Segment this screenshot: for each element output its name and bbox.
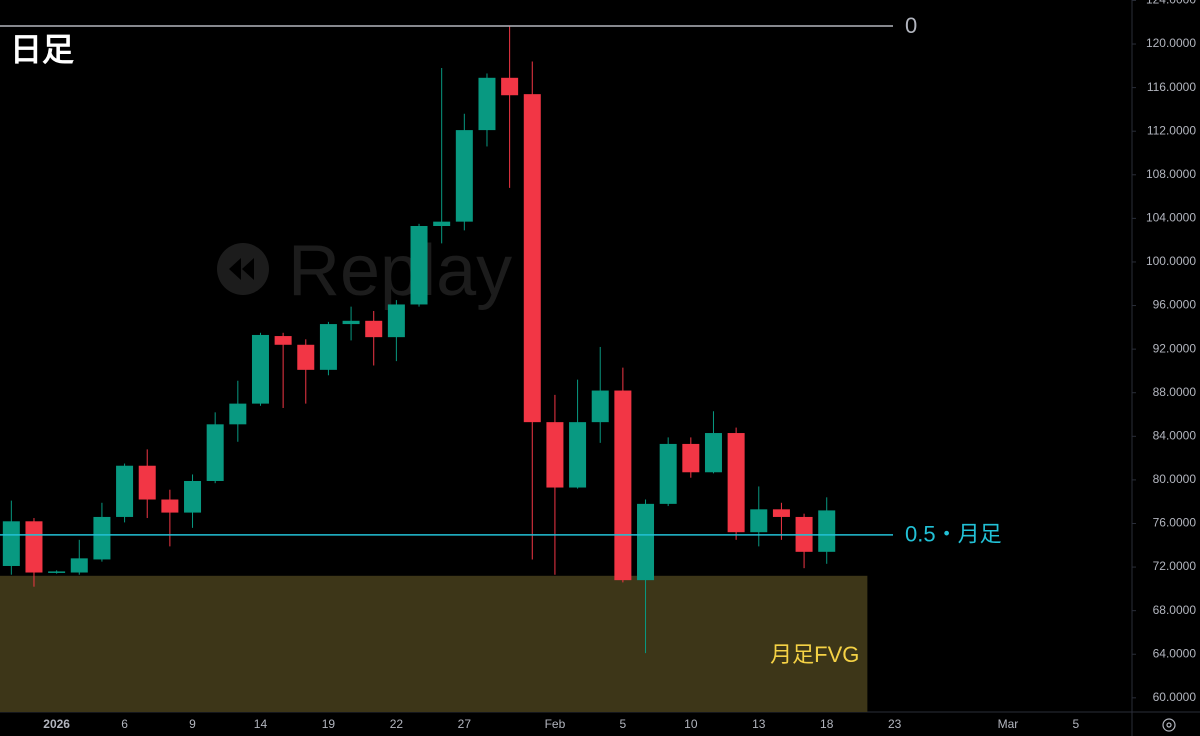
candle-body <box>70 558 88 573</box>
candle-body <box>433 221 451 227</box>
y-tick-label: 68.0000 <box>1153 603 1197 617</box>
y-tick-label: 112.0000 <box>1147 123 1196 137</box>
candle-body <box>116 465 134 517</box>
candle-body <box>297 344 315 370</box>
y-tick-label: 116.0000 <box>1147 80 1196 94</box>
x-tick-label: Feb <box>545 717 566 731</box>
x-tick-label: 10 <box>684 717 698 731</box>
candle-body <box>704 433 722 473</box>
candle-body <box>410 226 428 305</box>
level-label: 0 <box>905 13 917 38</box>
y-tick-label: 84.0000 <box>1153 428 1197 442</box>
candle-body <box>591 390 609 423</box>
y-tick-label: 76.0000 <box>1153 516 1197 530</box>
level-label: 0.5・月足 <box>905 522 1002 547</box>
candle-body <box>93 516 111 560</box>
candle-body <box>184 480 202 513</box>
y-tick-label: 60.0000 <box>1153 690 1197 704</box>
x-tick-label: 22 <box>390 717 404 731</box>
x-tick-label: 2026 <box>43 717 70 731</box>
candle-body <box>659 443 677 504</box>
fvg-label: 月足FVG <box>770 642 859 667</box>
candle-body <box>682 443 700 473</box>
y-tick-label: 100.0000 <box>1146 254 1196 268</box>
candle-body <box>455 130 473 222</box>
candle-body <box>818 510 836 552</box>
candle-body <box>206 424 224 481</box>
y-tick-label: 120.0000 <box>1146 36 1196 50</box>
candle-body <box>25 521 43 573</box>
candle-body <box>523 94 541 423</box>
candle-body <box>637 503 655 581</box>
x-tick-label: 14 <box>254 717 268 731</box>
y-tick-label: 80.0000 <box>1153 472 1197 486</box>
chart-title: 日足 <box>10 31 74 67</box>
y-tick-label: 104.0000 <box>1146 211 1196 225</box>
candle-body <box>387 304 405 338</box>
y-tick-label: 72.0000 <box>1153 559 1197 573</box>
candle-body <box>229 403 247 425</box>
x-tick-label: 19 <box>322 717 336 731</box>
x-tick-label: 27 <box>458 717 472 731</box>
y-tick-label: 108.0000 <box>1146 167 1196 181</box>
x-tick-label: Mar <box>998 717 1019 731</box>
candle-body <box>750 509 768 533</box>
candle-body <box>727 433 745 533</box>
candle-body <box>772 509 790 517</box>
x-tick-label: 5 <box>1073 717 1080 731</box>
replay-icon <box>217 243 269 295</box>
candle-body <box>319 324 337 370</box>
y-tick-label: 88.0000 <box>1153 385 1197 399</box>
x-tick-label: 13 <box>752 717 766 731</box>
candle-body <box>2 521 20 566</box>
x-tick-label: 23 <box>888 717 902 731</box>
y-tick-label: 64.0000 <box>1153 646 1197 660</box>
x-tick-label: 9 <box>189 717 196 731</box>
candle-body <box>48 571 66 573</box>
settings-icon[interactable] <box>1162 718 1176 732</box>
y-tick-label: 124.0000 <box>1146 0 1196 7</box>
candle-body <box>342 320 360 325</box>
candle-body <box>274 336 292 345</box>
candle-body <box>138 465 156 500</box>
candle-body <box>501 77 519 96</box>
x-tick-label: 6 <box>121 717 128 731</box>
y-tick-label: 96.0000 <box>1153 298 1197 312</box>
x-tick-label: 18 <box>820 717 834 731</box>
candle-body <box>251 334 269 404</box>
fvg-zone <box>0 575 868 712</box>
x-tick-label: 5 <box>620 717 627 731</box>
candle-body <box>569 422 587 488</box>
y-tick-label: 92.0000 <box>1153 341 1197 355</box>
watermark: Replay <box>288 231 512 311</box>
candle-body <box>478 77 496 131</box>
candle-body <box>614 390 632 581</box>
candle-body <box>365 320 383 338</box>
candle-body <box>546 422 564 488</box>
candle-body <box>161 499 179 513</box>
